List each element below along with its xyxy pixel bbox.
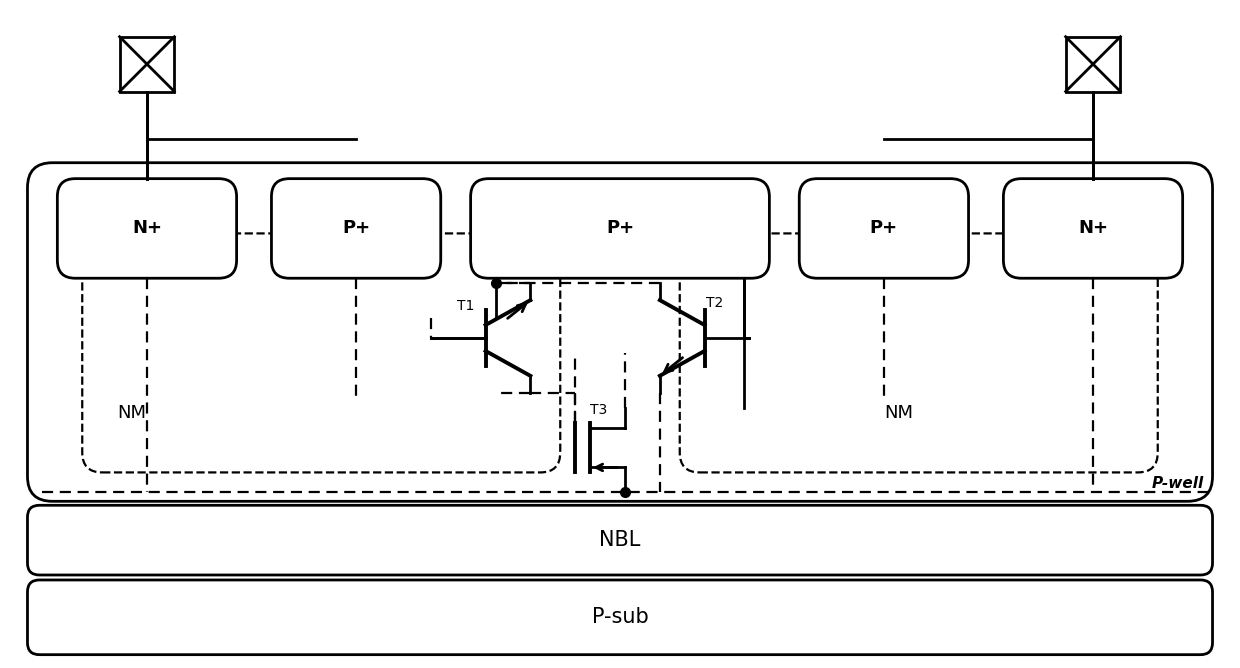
FancyBboxPatch shape xyxy=(82,233,560,472)
FancyBboxPatch shape xyxy=(680,233,1158,472)
Text: NM: NM xyxy=(118,403,146,422)
FancyBboxPatch shape xyxy=(800,178,968,279)
Text: T1: T1 xyxy=(458,299,475,313)
Bar xyxy=(1065,37,1121,92)
FancyBboxPatch shape xyxy=(27,163,1213,501)
FancyBboxPatch shape xyxy=(27,505,1213,575)
FancyBboxPatch shape xyxy=(471,178,769,279)
Text: N+: N+ xyxy=(1078,220,1109,237)
Text: P+: P+ xyxy=(342,220,371,237)
Text: NBL: NBL xyxy=(599,530,641,550)
Text: P+: P+ xyxy=(606,220,634,237)
Text: P-sub: P-sub xyxy=(591,607,649,627)
Text: P+: P+ xyxy=(869,220,898,237)
FancyBboxPatch shape xyxy=(272,178,440,279)
FancyBboxPatch shape xyxy=(27,580,1213,655)
Text: P-well: P-well xyxy=(1152,476,1204,491)
Text: T2: T2 xyxy=(706,296,723,310)
Bar xyxy=(119,37,175,92)
Text: T3: T3 xyxy=(590,403,608,417)
FancyBboxPatch shape xyxy=(57,178,237,279)
FancyBboxPatch shape xyxy=(1003,178,1183,279)
Text: N+: N+ xyxy=(131,220,162,237)
Text: NM: NM xyxy=(884,403,914,422)
